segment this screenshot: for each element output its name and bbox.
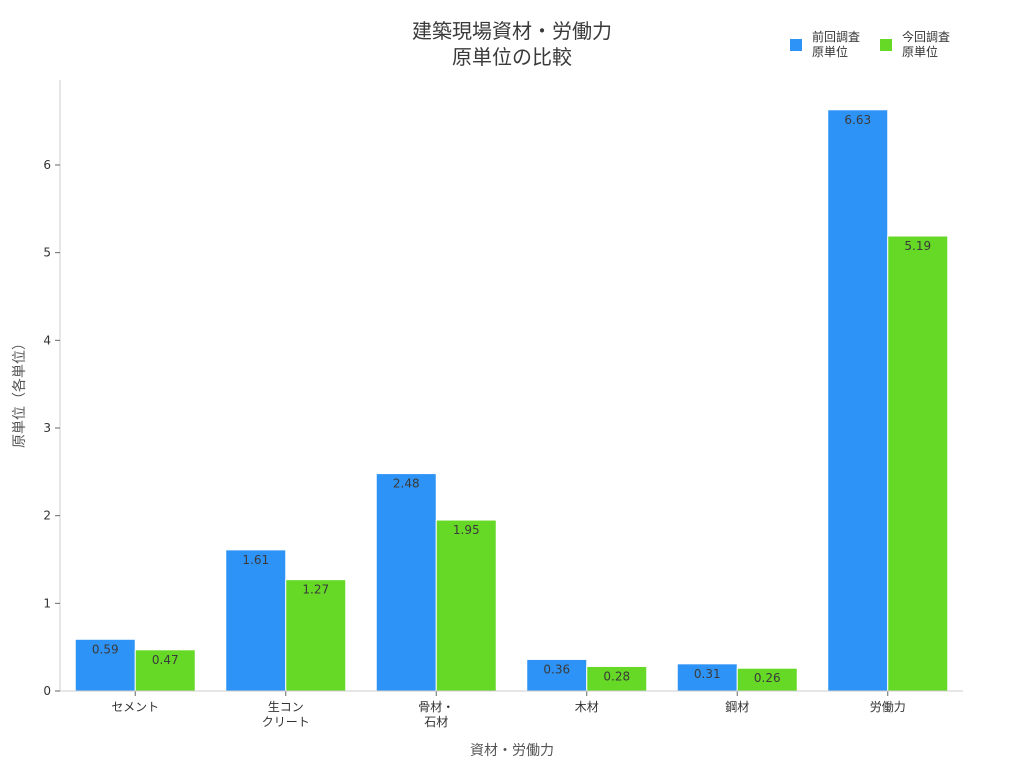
bar-value-label: 1.61 — [242, 553, 269, 567]
x-tick-label: クリート — [262, 715, 310, 729]
x-tick-label: 木材 — [575, 700, 599, 714]
bar-value-label: 1.27 — [302, 583, 329, 597]
y-tick-label: 5 — [43, 246, 51, 260]
y-tick-label: 3 — [43, 421, 51, 435]
bar-value-label: 2.48 — [393, 477, 420, 491]
legend-label-previous: 前回調査 原単位 — [812, 30, 860, 60]
bar-value-label: 0.36 — [543, 662, 570, 676]
y-tick-label: 0 — [43, 684, 51, 698]
y-tick-label: 4 — [43, 333, 51, 347]
legend-label-current: 今回調査 原単位 — [902, 30, 950, 60]
bar-current-2[interactable] — [435, 519, 497, 692]
legend-swatch-previous — [790, 39, 802, 51]
legend-item-current[interactable]: 今回調査 原単位 — [880, 30, 950, 60]
bar-value-label: 5.19 — [904, 239, 931, 253]
bar-value-label: 0.59 — [92, 642, 119, 656]
legend-label-current-line-1: 今回調査 — [902, 30, 951, 44]
y-tick-label: 6 — [43, 158, 51, 172]
bar-previous-1[interactable] — [225, 549, 287, 692]
bar-value-label: 6.63 — [844, 113, 871, 127]
x-tick-label: 鋼材 — [725, 700, 749, 714]
x-axis-label: 資材・労働力 — [470, 743, 554, 759]
bar-value-label: 0.26 — [754, 671, 781, 685]
bars-layer: 0.59 0.47 1.61 1.27 2.48 1.95 0.36 0.28 0.31 0.26… — [74, 109, 949, 692]
bar-value-label: 0.47 — [152, 653, 179, 667]
chart-title-line-1: 建築現場資材・労働力 — [412, 19, 612, 43]
x-tick-label: 労働力 — [870, 700, 906, 714]
legend-swatch-current — [880, 39, 893, 51]
chart-legend: 前回調査 原単位 今回調査 原単位 — [790, 30, 950, 60]
bar-value-label: 0.28 — [603, 669, 630, 683]
x-tick-label: セメント — [111, 700, 159, 714]
bar-value-label: 0.31 — [694, 667, 721, 681]
x-tick-label: 骨材・ — [418, 700, 454, 714]
legend-label-current-line-2: 原単位 — [902, 45, 939, 59]
x-tick-label: 石材 — [424, 715, 448, 729]
bar-previous-4[interactable] — [676, 663, 738, 692]
legend-label-previous-line-1: 前回調査 — [812, 30, 861, 44]
legend-label-previous-line-2: 原単位 — [812, 45, 849, 59]
bar-previous-2[interactable] — [375, 473, 437, 692]
bar-current-5[interactable] — [887, 235, 949, 692]
bar-current-3[interactable] — [586, 665, 648, 692]
bar-previous-5[interactable] — [827, 109, 889, 692]
chart-title: 建築現場資材・労働力 原単位の比較 — [312, 18, 712, 70]
bar-value-label: 1.95 — [453, 523, 480, 537]
legend-item-previous[interactable]: 前回調査 原単位 — [790, 30, 860, 60]
y-tick-label: 2 — [43, 509, 51, 523]
y-tick-label: 1 — [43, 596, 51, 610]
chart-title-line-2: 原単位の比較 — [452, 45, 572, 69]
y-axis-label: 原単位（各単位） — [12, 336, 28, 448]
x-tick-label: 生コン — [268, 700, 304, 714]
